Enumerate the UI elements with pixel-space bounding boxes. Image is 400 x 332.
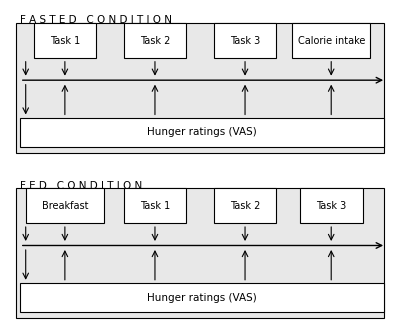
Text: Task 1: Task 1 <box>140 201 170 211</box>
FancyBboxPatch shape <box>124 23 186 58</box>
Text: Task 1: Task 1 <box>50 36 80 45</box>
Text: Hunger ratings (VAS): Hunger ratings (VAS) <box>147 293 257 303</box>
Text: Task 3: Task 3 <box>316 201 346 211</box>
Text: Calorie intake: Calorie intake <box>298 36 365 45</box>
Text: F E D   C O N D I T I O N: F E D C O N D I T I O N <box>20 181 142 191</box>
FancyBboxPatch shape <box>124 189 186 223</box>
FancyBboxPatch shape <box>34 23 96 58</box>
Text: F A S T E D   C O N D I T I O N: F A S T E D C O N D I T I O N <box>20 15 172 25</box>
FancyBboxPatch shape <box>16 189 384 318</box>
FancyBboxPatch shape <box>300 189 362 223</box>
FancyBboxPatch shape <box>214 23 276 58</box>
FancyBboxPatch shape <box>214 189 276 223</box>
Text: Task 2: Task 2 <box>140 36 170 45</box>
Text: Task 3: Task 3 <box>230 36 260 45</box>
FancyBboxPatch shape <box>292 23 370 58</box>
FancyBboxPatch shape <box>16 23 384 153</box>
FancyBboxPatch shape <box>20 284 384 312</box>
Text: Task 2: Task 2 <box>230 201 260 211</box>
FancyBboxPatch shape <box>20 118 384 147</box>
Text: Breakfast: Breakfast <box>42 201 88 211</box>
Text: Hunger ratings (VAS): Hunger ratings (VAS) <box>147 127 257 137</box>
FancyBboxPatch shape <box>26 189 104 223</box>
